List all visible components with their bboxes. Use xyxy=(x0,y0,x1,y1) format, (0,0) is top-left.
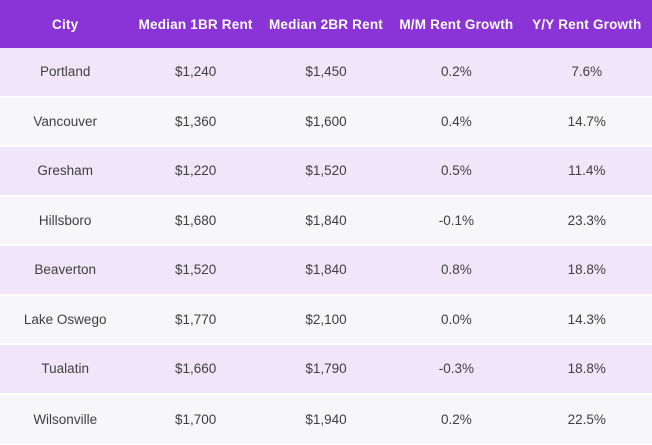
cell-yy-rent-growth: 23.3% xyxy=(567,212,606,228)
cell-median-2br-rent: $1,600 xyxy=(305,113,347,129)
cell-mm-rent-growth: 0.2% xyxy=(440,64,472,80)
cell-yy-rent-growth: 14.3% xyxy=(567,311,606,327)
cell-median-2br-rent: $2,100 xyxy=(305,311,347,327)
cell-median-1br-rent: $1,240 xyxy=(174,64,217,80)
column-header-city: City xyxy=(52,16,79,32)
cell-yy-rent-growth: 18.8% xyxy=(567,361,606,377)
table-row-hillsboro: Hillsboro $1,680 $1,840 -0.1% 23.3% xyxy=(0,196,652,246)
table-row-beaverton: Beaverton $1,520 $1,840 0.8% 18.8% xyxy=(0,246,652,296)
cell-city: Wilsonville xyxy=(33,411,98,427)
cell-city: Portland xyxy=(40,64,91,80)
cell-median-1br-rent: $1,770 xyxy=(174,311,217,327)
cell-yy-rent-growth: 7.6% xyxy=(571,64,603,80)
cell-median-1br-rent: $1,520 xyxy=(174,262,217,278)
cell-median-2br-rent: $1,840 xyxy=(305,262,347,278)
cell-yy-rent-growth: 22.5% xyxy=(567,411,606,427)
cell-mm-rent-growth: -0.3% xyxy=(438,361,474,377)
table-row-tualatin: Tualatin $1,660 $1,790 -0.3% 18.8% xyxy=(0,345,652,395)
cell-mm-rent-growth: 0.8% xyxy=(440,262,472,278)
cell-yy-rent-growth: 18.8% xyxy=(567,262,606,278)
cell-mm-rent-growth: 0.0% xyxy=(440,311,472,327)
cell-mm-rent-growth: 0.4% xyxy=(440,113,472,129)
cell-median-1br-rent: $1,360 xyxy=(174,113,217,129)
table-row-wilsonville: Wilsonville $1,700 $1,940 0.2% 22.5% xyxy=(0,394,652,444)
cell-median-2br-rent: $1,450 xyxy=(305,64,347,80)
cell-yy-rent-growth: 11.4% xyxy=(568,163,606,179)
column-header-yy-rent-growth: Y/Y Rent Growth xyxy=(532,16,642,32)
cell-city: Beaverton xyxy=(34,262,96,278)
cell-median-2br-rent: $1,940 xyxy=(305,411,347,427)
cell-median-2br-rent: $1,790 xyxy=(305,361,347,377)
cell-median-1br-rent: $1,700 xyxy=(174,411,217,427)
table-row-gresham: Gresham $1,220 $1,520 0.5% 11.4% xyxy=(0,147,652,197)
cell-median-1br-rent: $1,660 xyxy=(174,361,217,377)
cell-mm-rent-growth: 0.2% xyxy=(440,411,472,427)
cell-city: Lake Oswego xyxy=(23,311,107,327)
column-header-mm-rent-growth: M/M Rent Growth xyxy=(399,16,514,32)
cell-mm-rent-growth: 0.5% xyxy=(440,163,472,179)
cell-yy-rent-growth: 14.7% xyxy=(567,113,606,129)
table-row-portland: Portland $1,240 $1,450 0.2% 7.6% xyxy=(0,48,652,98)
column-header-median-2br-rent: Median 2BR Rent xyxy=(268,16,383,32)
cell-median-2br-rent: $1,840 xyxy=(305,212,347,228)
cell-median-2br-rent: $1,520 xyxy=(305,163,347,179)
cell-city: Hillsboro xyxy=(38,212,92,228)
table-row-vancouver: Vancouver $1,360 $1,600 0.4% 14.7% xyxy=(0,97,652,147)
cell-city: Tualatin xyxy=(41,361,89,377)
cell-city: Vancouver xyxy=(33,113,97,129)
cell-mm-rent-growth: -0.1% xyxy=(438,212,474,228)
column-header-median-1br-rent: Median 1BR Rent xyxy=(138,16,253,32)
cell-median-1br-rent: $1,220 xyxy=(174,163,217,179)
table-header-row: City Median 1BR Rent Median 2BR Rent M/M… xyxy=(0,0,652,48)
cell-city: Gresham xyxy=(37,163,93,179)
cell-median-1br-rent: $1,680 xyxy=(174,212,217,228)
table-row-lake-oswego: Lake Oswego $1,770 $2,100 0.0% 14.3% xyxy=(0,295,652,345)
